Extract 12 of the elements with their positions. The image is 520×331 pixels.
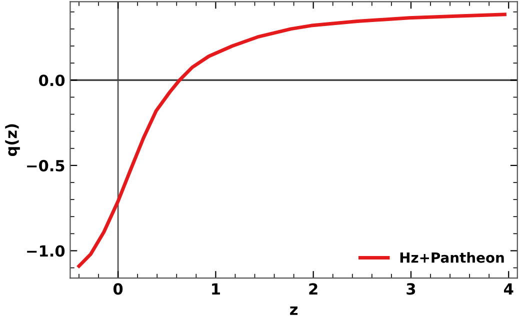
y-tick-label: −1.0 [27, 245, 65, 257]
x-tick-label: 1 [212, 283, 220, 295]
x-tick-label: 0 [113, 283, 123, 295]
x-tick-label: 2 [309, 283, 318, 295]
line-series [77, 12, 506, 268]
x-axis-title: z [290, 306, 298, 315]
legend-label: Hz+Pantheon [400, 252, 504, 263]
y-tick-label: 0.0 [39, 74, 65, 86]
y-tick-label: −0.5 [27, 160, 64, 172]
x-tick-label: 4 [504, 283, 514, 295]
y-axis-title: q(z) [5, 124, 20, 156]
x-tick-label: 3 [406, 283, 416, 295]
